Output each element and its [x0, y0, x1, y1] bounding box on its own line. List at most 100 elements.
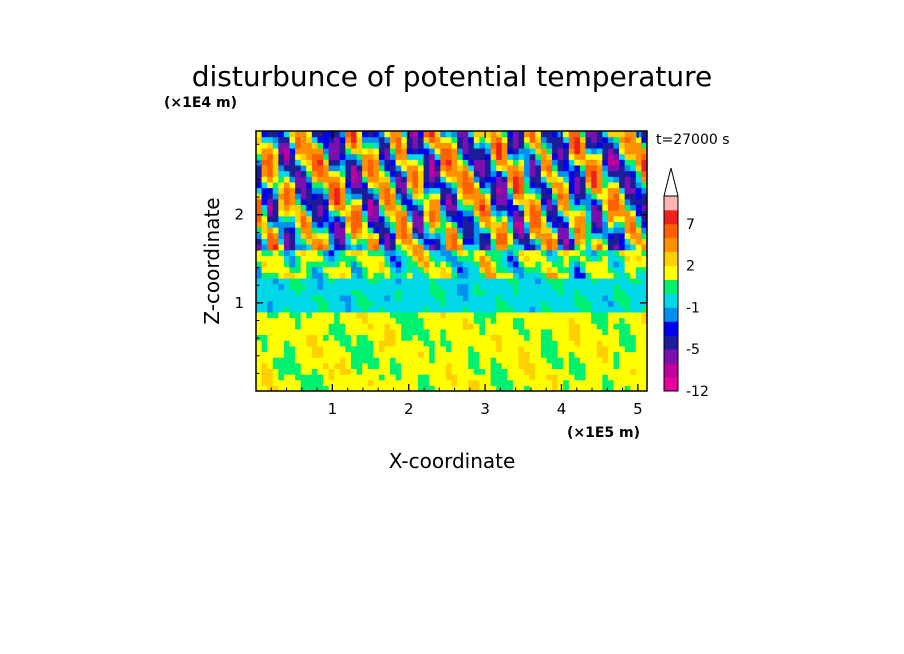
- field-cell: [512, 317, 520, 324]
- field-cell: [468, 244, 475, 251]
- field-cell: [412, 277, 419, 285]
- field-cell: [440, 164, 447, 172]
- field-cell: [512, 164, 520, 172]
- field-cell: [395, 131, 402, 138]
- field-cell: [417, 283, 425, 290]
- field-cell: [485, 345, 492, 353]
- field-cell: [289, 368, 296, 375]
- field-cell: [473, 221, 481, 228]
- field-cell: [300, 215, 307, 223]
- field-cell: [451, 170, 458, 177]
- field-cell: [579, 181, 587, 189]
- field-cell: [440, 374, 447, 381]
- field-cell: [485, 368, 492, 375]
- field-cell: [557, 261, 564, 268]
- field-cell: [317, 277, 324, 285]
- field-cell: [367, 334, 374, 341]
- field-cell: [563, 306, 570, 313]
- field-cell: [390, 210, 397, 217]
- field-cell: [579, 221, 587, 228]
- field-cell: [317, 340, 324, 347]
- field-cell: [429, 357, 436, 364]
- field-cell: [568, 142, 575, 149]
- field-cell: [406, 328, 413, 336]
- field-cell: [563, 238, 570, 245]
- field-cell: [574, 181, 581, 189]
- field-cell: [356, 142, 363, 149]
- field-cell: [624, 249, 631, 256]
- field-cell: [306, 306, 313, 313]
- field-cell: [552, 306, 559, 313]
- field-cell: [451, 374, 458, 381]
- field-cell: [429, 368, 436, 375]
- field-cell: [323, 181, 330, 189]
- field-cell: [568, 300, 575, 307]
- field-cell: [390, 164, 397, 172]
- field-cell: [641, 334, 647, 341]
- field-cell: [256, 147, 263, 155]
- field-cell: [568, 136, 575, 143]
- field-cell: [423, 193, 430, 200]
- field-cell: [278, 187, 285, 194]
- field-cell: [412, 176, 419, 183]
- field-cell: [445, 198, 453, 206]
- field-cell: [563, 227, 570, 234]
- field-cell: [378, 328, 386, 336]
- field-cell: [367, 357, 374, 364]
- field-cell: [295, 255, 302, 262]
- field-cell: [272, 351, 279, 358]
- field-cell: [423, 232, 430, 239]
- field-cell: [451, 300, 458, 307]
- field-cell: [641, 311, 647, 319]
- field-cell: [350, 181, 358, 189]
- field-cell: [479, 357, 486, 364]
- field-cell: [311, 204, 319, 211]
- field-cell: [278, 227, 285, 234]
- field-cell: [311, 379, 319, 386]
- field-cell: [278, 181, 285, 189]
- field-cell: [261, 317, 268, 324]
- field-cell: [423, 311, 430, 319]
- field-cell: [473, 153, 481, 160]
- field-cell: [323, 289, 330, 296]
- field-cell: [585, 164, 592, 172]
- field-cell: [457, 351, 464, 358]
- field-cell: [412, 289, 419, 296]
- field-cell: [635, 351, 643, 358]
- field-cell: [635, 374, 643, 381]
- field-cell: [323, 153, 330, 160]
- field-cell: [518, 385, 525, 391]
- field-cell: [490, 210, 497, 217]
- field-cell: [373, 164, 380, 172]
- field-cell: [390, 136, 397, 143]
- field-cell: [607, 334, 615, 341]
- field-cell: [485, 334, 492, 341]
- field-cell: [563, 221, 570, 228]
- field-cell: [412, 357, 419, 364]
- field-cell: [429, 181, 436, 189]
- field-cell: [473, 164, 481, 172]
- field-cell: [317, 210, 324, 217]
- field-cell: [429, 272, 436, 279]
- field-cell: [473, 210, 481, 217]
- field-cell: [384, 176, 391, 183]
- field-cell: [384, 221, 391, 228]
- field-cell: [607, 283, 615, 290]
- field-cell: [501, 147, 508, 155]
- field-cell: [362, 136, 369, 143]
- field-cell: [524, 187, 531, 194]
- field-cell: [624, 294, 631, 302]
- field-cell: [412, 340, 419, 347]
- field-cell: [323, 238, 330, 245]
- field-cell: [440, 176, 447, 183]
- field-cell: [524, 323, 531, 330]
- field-cell: [362, 198, 369, 206]
- field-cell: [540, 176, 548, 183]
- field-cell: [624, 131, 631, 138]
- field-cell: [362, 379, 369, 386]
- field-cell: [440, 181, 447, 189]
- field-cell: [574, 289, 581, 296]
- field-cell: [462, 340, 469, 347]
- field-cell: [384, 261, 391, 268]
- field-cell: [345, 193, 352, 200]
